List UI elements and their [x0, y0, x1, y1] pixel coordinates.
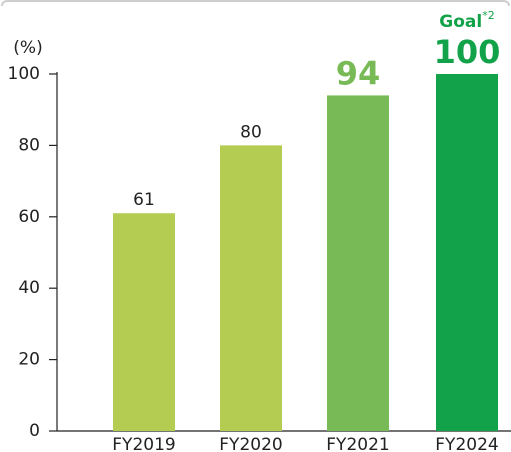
x-tick-label: FY2019	[112, 435, 175, 452]
y-tick-label: 0	[29, 421, 40, 441]
y-tick-label: 20	[18, 350, 40, 370]
x-tick-label: FY2020	[219, 435, 282, 452]
bar	[327, 95, 389, 432]
annotation: Goal*2	[439, 9, 494, 32]
data-label: 80	[240, 122, 262, 142]
y-axis-label: (%)	[13, 38, 42, 58]
bar	[220, 145, 282, 431]
y-tick-label: 60	[18, 207, 40, 227]
data-label: 61	[133, 190, 155, 210]
y-tick-label: 80	[18, 135, 40, 155]
x-tick-label: FY2021	[326, 435, 389, 452]
bar	[436, 74, 498, 431]
annotation-text: Goal	[439, 12, 482, 32]
y-tick-label: 100	[8, 64, 40, 84]
y-tick-label: 40	[18, 278, 40, 298]
data-label: 100	[434, 33, 501, 71]
annotation-superscript: *2	[482, 9, 495, 22]
data-label: 94	[336, 54, 381, 92]
bar	[113, 213, 175, 431]
x-tick-label: FY2024	[435, 435, 498, 452]
panel-border	[1, 0, 510, 7]
